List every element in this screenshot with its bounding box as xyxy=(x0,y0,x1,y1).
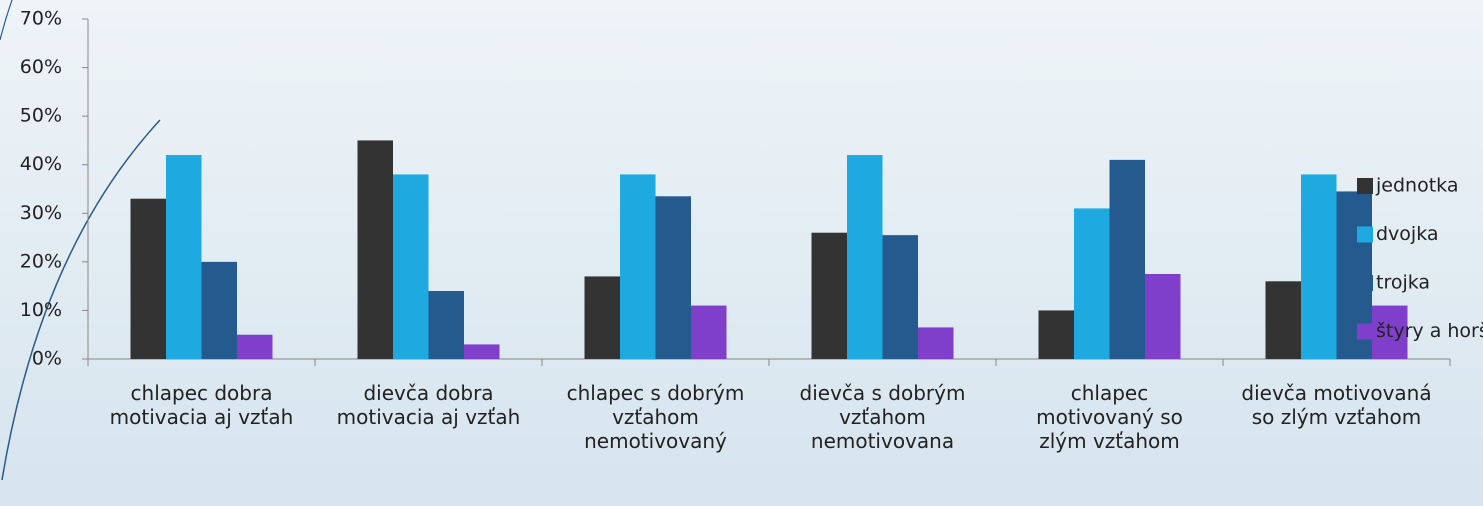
legend-swatch xyxy=(1357,323,1373,340)
legend-swatch xyxy=(1357,178,1373,194)
x-tick-label: chlapec s dobrým vzťahom nemotivovaný xyxy=(566,381,745,453)
legend-label: dvojka xyxy=(1376,223,1439,245)
legend-label: štyry a horšie xyxy=(1376,320,1483,342)
bar xyxy=(847,155,883,359)
bar xyxy=(428,291,464,359)
bar xyxy=(1145,274,1181,359)
bar xyxy=(166,155,202,359)
bar xyxy=(1038,310,1074,359)
y-tick-label: 60% xyxy=(20,56,62,78)
y-tick-label: 40% xyxy=(20,153,62,175)
y-tick-label: 30% xyxy=(20,202,62,224)
legend-label: jednotka xyxy=(1375,175,1458,197)
legend-swatch xyxy=(1357,275,1373,291)
bar xyxy=(130,198,166,359)
bar xyxy=(1074,208,1110,359)
bar xyxy=(918,327,954,359)
bar xyxy=(1301,174,1337,359)
y-tick-label: 10% xyxy=(20,299,62,321)
bar xyxy=(691,305,727,359)
decor-curve xyxy=(1,119,161,481)
y-tick-label: 50% xyxy=(20,105,62,127)
y-tick-label: 70% xyxy=(20,8,62,30)
x-tick-label: chlapec motivovaný so zlým vzťahom xyxy=(1036,381,1183,453)
bar xyxy=(811,232,847,359)
bar xyxy=(1109,159,1145,359)
legend-label: trojka xyxy=(1376,272,1430,294)
x-tick-label: dievča motivovaná so zlým vzťahom xyxy=(1241,381,1432,429)
y-tick-label: 20% xyxy=(20,250,62,272)
y-tick-label: 0% xyxy=(32,348,62,370)
bar xyxy=(1372,305,1408,359)
bar xyxy=(357,140,393,359)
x-tick-label: dievča s dobrým vzťahom nemotivovana xyxy=(799,381,966,453)
bar xyxy=(620,174,656,359)
legend-swatch xyxy=(1357,226,1373,243)
bar xyxy=(393,174,429,359)
bar xyxy=(882,235,918,359)
bar xyxy=(655,196,691,359)
decor-curve xyxy=(0,0,13,41)
bar xyxy=(201,261,237,359)
bar xyxy=(1265,281,1301,359)
x-tick-label: chlapec dobra motivacia aj vzťah xyxy=(109,381,294,429)
bar xyxy=(237,334,273,359)
bar xyxy=(464,344,500,359)
bar xyxy=(584,276,620,359)
x-tick-label: dievča dobra motivacia aj vzťah xyxy=(336,381,521,429)
